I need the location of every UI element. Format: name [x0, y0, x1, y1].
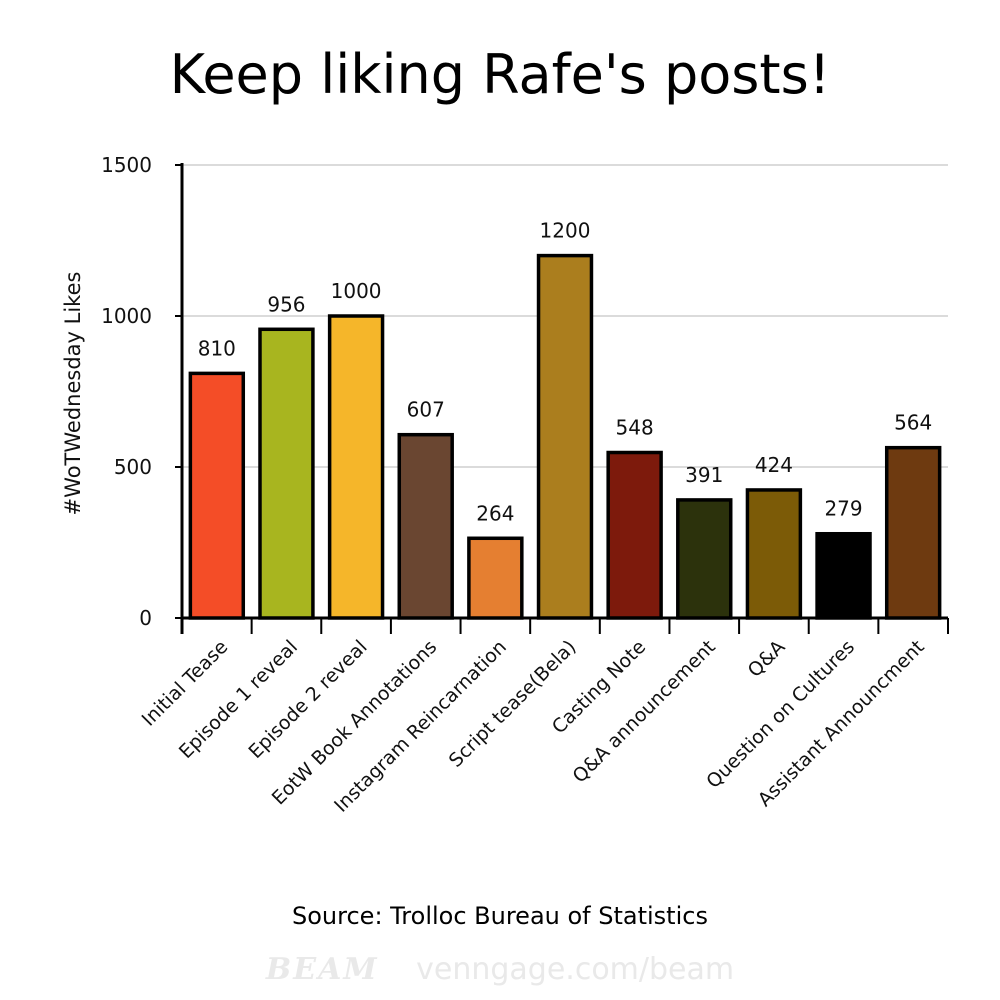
- bar: [327, 314, 385, 620]
- bar: [258, 327, 315, 620]
- bar: [884, 445, 942, 620]
- bar: [536, 253, 594, 620]
- bar: [397, 432, 454, 620]
- bar: [467, 536, 524, 620]
- bars: [188, 253, 942, 620]
- x-tick-label: Script tease(Bela): [445, 636, 581, 772]
- data-label: 279: [824, 497, 862, 521]
- x-tick-label: Episode 1 reveal: [175, 636, 302, 763]
- x-tick-label: Q&A announcement: [568, 636, 719, 787]
- bar: [606, 450, 663, 620]
- y-axis-ticks: 0 500 1000 1500: [101, 153, 182, 630]
- y-tick-label: 1000: [101, 304, 152, 328]
- data-label: 810: [198, 336, 236, 360]
- bar: [188, 371, 246, 620]
- data-label: 1200: [540, 219, 591, 243]
- bar: [676, 498, 733, 620]
- source-note: Source: Trolloc Bureau of Statistics: [292, 902, 708, 930]
- bar: [745, 488, 803, 620]
- data-label: 424: [755, 453, 793, 477]
- data-label: 607: [407, 398, 445, 422]
- data-label: 1000: [331, 279, 382, 303]
- chart-title: Keep liking Rafe's posts!: [169, 43, 831, 106]
- y-tick-label: 500: [114, 455, 152, 479]
- beam-logo: BEAM: [265, 952, 379, 987]
- bar: [815, 531, 872, 620]
- watermark-url: venngage.com/beam: [416, 952, 735, 987]
- data-labels: 810 956 1000 607 264 1200 548 391 424 279 564: [198, 219, 933, 526]
- watermark: BEAM venngage.com/beam: [0, 950, 1000, 990]
- x-tick-label: Q&A: [744, 636, 790, 682]
- data-label: 264: [476, 501, 514, 525]
- y-axis-label: #WoTWednesday Likes: [61, 272, 85, 516]
- data-label: 391: [685, 463, 723, 487]
- data-label: 548: [616, 416, 654, 440]
- data-label: 564: [894, 411, 932, 435]
- y-tick-label: 1500: [101, 153, 152, 177]
- x-tick-label: Episode 2 reveal: [245, 636, 372, 763]
- data-label: 956: [267, 292, 305, 316]
- y-tick-label: 0: [139, 606, 152, 630]
